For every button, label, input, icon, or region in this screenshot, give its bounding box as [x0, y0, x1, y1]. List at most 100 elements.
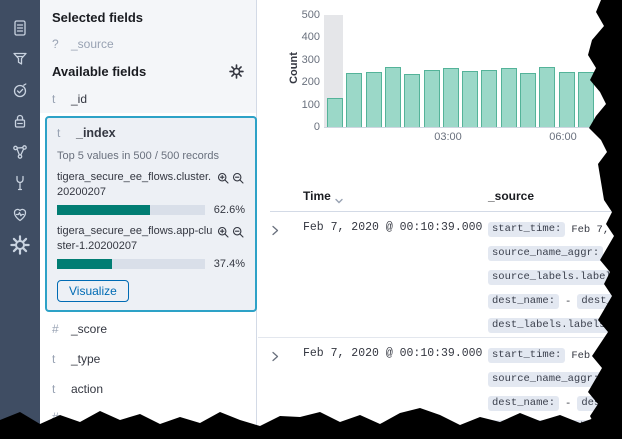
top-value-label: tigera_secure_ee_flows.cluster.20200207	[57, 170, 245, 201]
histogram-bar	[327, 98, 343, 127]
top-value-0: tigera_secure_ee_flows.cluster.20200207 6…	[57, 170, 245, 216]
source-line: source_name_aggr:	[488, 372, 604, 387]
field-item-index[interactable]: t _index	[57, 126, 245, 140]
top-value-bar-fill	[57, 258, 113, 269]
source-key-badge: dest_labels:	[577, 396, 622, 411]
table-row-divider	[258, 337, 622, 338]
source-key-badge: dest_name:	[488, 294, 560, 309]
field-name: _index	[76, 126, 116, 140]
top-value-bar-row: 37.4%	[57, 258, 245, 270]
top-values-summary: Top 5 values in 500 / 500 records	[57, 150, 220, 162]
monitoring-icon[interactable]	[10, 204, 30, 224]
source-line: source_labels.labels:	[488, 270, 622, 285]
field-item-_id[interactable]: t _id	[52, 92, 87, 106]
y-tick-label: 400	[301, 31, 320, 43]
y-tick-label: 500	[301, 9, 320, 21]
index-field-details-panel: t _index Top 5 values in 500 / 500 recor…	[45, 116, 257, 312]
pipeline-icon[interactable]	[10, 49, 30, 69]
y-tick-label: 100	[301, 99, 320, 111]
expand-row-icon[interactable]	[269, 349, 281, 362]
top-value-bar-track	[57, 204, 205, 215]
x-tick-label: 03:00	[434, 131, 462, 143]
sort-descending-icon[interactable]	[334, 193, 344, 211]
field-item-_score[interactable]: # _score	[52, 322, 107, 336]
histogram-bar	[384, 67, 401, 127]
source-line: dest_labels.labels:	[488, 318, 616, 333]
histogram-bar	[520, 73, 536, 127]
histogram-bar	[558, 72, 575, 127]
source-value: -	[565, 397, 572, 410]
selected-fields-heading: Selected fields	[52, 10, 144, 25]
field-type-icon: t	[52, 382, 56, 396]
source-line: start_time: Feb 7,	[488, 222, 610, 237]
source-key-badge: dest_labels.labels:	[488, 318, 616, 333]
y-tick-label: 300	[301, 54, 320, 66]
field-type-icon: #	[52, 322, 59, 336]
filter-out-value-icon[interactable]	[232, 172, 245, 185]
available-fields-heading: Available fields	[52, 64, 147, 79]
field-item-action[interactable]: t action	[52, 382, 103, 396]
main-content: Count 0 100 200 300 400 500 03:00 06:00 Time _…	[258, 0, 622, 439]
graph-icon[interactable]	[10, 142, 30, 162]
logs-icon[interactable]	[10, 18, 30, 38]
top-value-percent: 62.6%	[213, 203, 245, 216]
field-type-icon: ?	[52, 37, 59, 51]
field-item-partial[interactable]: #	[52, 410, 71, 424]
source-key-badge: dest_name:	[488, 396, 560, 411]
top-value-1: tigera_secure_ee_flows.app-cluster-1.202…	[57, 224, 245, 270]
visualize-button[interactable]: Visualize	[57, 279, 129, 302]
field-item-_type[interactable]: t _type	[52, 352, 100, 366]
source-value: -	[565, 295, 572, 308]
source-value: Feb 7,	[571, 349, 610, 362]
time-cell: Feb 7, 2020 @ 00:10:39.000	[303, 221, 483, 234]
management-icon[interactable]	[10, 235, 30, 255]
source-key-badge: dest_labels:	[577, 294, 622, 309]
histogram-bar	[539, 67, 556, 127]
expand-row-icon[interactable]	[269, 223, 281, 236]
source-key-badge: dest_labels.labels:	[488, 420, 616, 435]
table-header-divider	[270, 211, 622, 212]
top-value-percent: 37.4%	[213, 257, 245, 270]
top-value-bar-fill	[57, 204, 150, 215]
filter-for-value-icon[interactable]	[217, 172, 230, 185]
filter-out-value-icon[interactable]	[232, 226, 245, 239]
filter-for-value-icon[interactable]	[217, 226, 230, 239]
field-sidebar: Selected fields ? _source Available field…	[40, 0, 257, 439]
field-settings-gear-icon[interactable]	[229, 64, 244, 79]
histogram-bar	[442, 68, 459, 127]
field-name: _score	[71, 322, 108, 336]
histogram-bar	[500, 68, 517, 127]
source-line: dest_name:-dest_labels:	[488, 396, 622, 411]
source-line: source_name_aggr:	[488, 246, 604, 261]
field-name: action	[71, 382, 104, 396]
source-key-badge: source_labels.labels:	[488, 270, 622, 285]
histogram-bar	[462, 71, 479, 127]
source-value: Feb 7,	[571, 223, 610, 236]
source-key-badge: start_time:	[488, 348, 566, 363]
top-value-label: tigera_secure_ee_flows.app-cluster-1.202…	[57, 224, 245, 255]
histogram-plot-area[interactable]: 03:00 06:00	[324, 15, 618, 143]
source-line: start_time: Feb 7,	[488, 348, 610, 363]
dev-tools-icon[interactable]	[10, 173, 30, 193]
source-key-badge: source_name_aggr:	[488, 372, 604, 387]
source-key-badge: start_time:	[488, 222, 566, 237]
top-value-bar-row: 62.6%	[57, 204, 245, 216]
table-header-time[interactable]: Time	[303, 189, 331, 203]
field-name: _type	[71, 352, 101, 366]
y-tick-label: 0	[313, 121, 320, 133]
field-item-_source[interactable]: ? _source	[52, 37, 114, 51]
source-line: dest_labels.labels:	[488, 420, 616, 435]
field-name: _id	[71, 92, 88, 106]
table-header-source: _source	[488, 189, 535, 203]
histogram-bar	[423, 70, 440, 127]
histogram-bar	[404, 74, 421, 127]
source-line: dest_name:-dest_labels:	[488, 294, 622, 309]
field-name: _source	[71, 37, 114, 51]
app-nav-rail	[0, 0, 40, 439]
field-type-icon: t	[52, 92, 56, 106]
security-icon[interactable]	[10, 111, 30, 131]
time-cell: Feb 7, 2020 @ 00:10:39.000	[303, 347, 483, 360]
histogram-bar	[365, 72, 382, 127]
uptime-icon[interactable]	[10, 80, 30, 100]
top-value-bar-track	[57, 258, 205, 269]
